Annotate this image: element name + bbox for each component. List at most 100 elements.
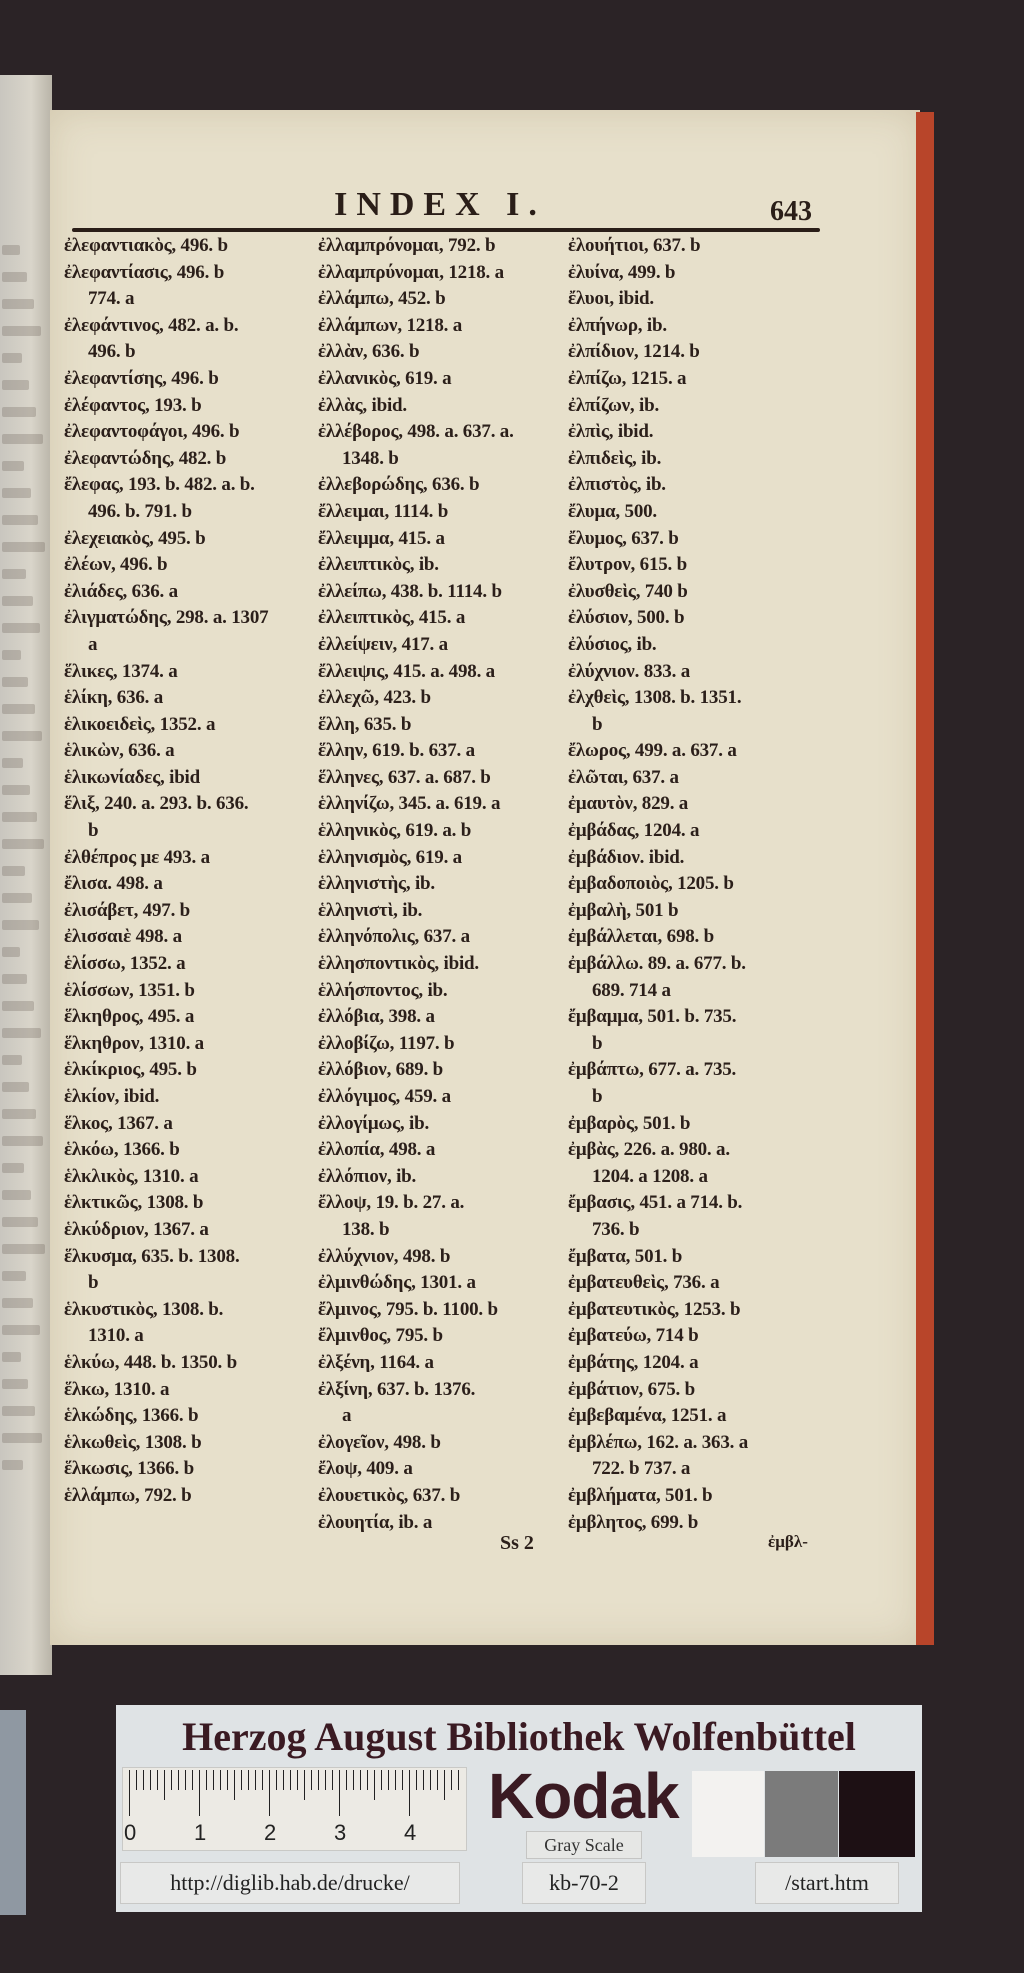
index-entry: ἐλεφαντιακὸς, 496. b	[64, 235, 228, 256]
ruler-tick	[290, 1770, 291, 1790]
ruler-tick	[395, 1770, 396, 1790]
index-entry: ἔλεφας, 193. b. 482. a. b.	[64, 474, 255, 496]
index-entry: ἕλκωσις, 1366. b	[64, 1458, 194, 1480]
library-color-card: Herzog August Bibliothek Wolfenbüttel 0 1…	[116, 1705, 922, 1912]
index-entry: ἐμβάπτω, 677. a. 735.	[568, 1059, 737, 1081]
shelfmark-label: kb-70-2	[522, 1862, 646, 1904]
previous-page-text-fragment	[2, 326, 41, 336]
ruler-tick	[220, 1770, 221, 1790]
ruler-tick	[150, 1770, 151, 1790]
index-entry: ἐλουητία, ib. a	[318, 1511, 433, 1533]
ruler-tick	[227, 1770, 228, 1790]
previous-page-text-fragment	[2, 569, 26, 579]
index-entry: ἐμβάδιον. ibid.	[568, 846, 685, 868]
previous-page-text-fragment	[2, 731, 42, 741]
previous-page-text-fragment	[2, 1271, 26, 1281]
ruler-tick	[185, 1770, 186, 1790]
index-entry: ἐλλόγιμος, 459. a	[318, 1086, 451, 1107]
index-entry: ἐλυίνα, 499. b	[568, 261, 676, 283]
index-entry: ἔλλειμαι, 1114. b	[318, 500, 449, 522]
index-entry: ἐλῶται, 637. a	[568, 766, 679, 788]
ruler-tick	[381, 1770, 382, 1790]
index-entry: ἐλουήτιοι, 637. b	[568, 235, 701, 256]
index-entry-continuation: 736. b	[592, 1218, 640, 1240]
ruler-tick	[304, 1770, 305, 1800]
ruler-number: 4	[404, 1820, 417, 1845]
index-entry: ἐλέων, 496. b	[64, 554, 168, 576]
index-entry: ἐλύσιος, ib.	[568, 633, 657, 655]
previous-page-text-fragment	[2, 947, 20, 957]
page-number: 643	[770, 196, 812, 227]
index-entry: ἔλλοψ, 19. b. 27. a.	[318, 1192, 465, 1214]
previous-page-text-fragment	[2, 272, 27, 282]
index-entry: ἐμβεβαμένα, 1251. a	[568, 1405, 727, 1427]
ruler-tick	[199, 1770, 200, 1816]
index-entry-continuation: 1204. a 1208. a	[592, 1165, 708, 1187]
ruler-tick	[360, 1770, 361, 1790]
index-entry: ἐλλανικὸς, 619. a	[318, 367, 452, 389]
index-entry: ἐμβαδοποιὸς, 1205. b	[568, 873, 734, 895]
index-entry: ἐλθέπρος με 493. a	[64, 846, 210, 868]
index-entry: ἕλκος, 1367. a	[64, 1112, 173, 1134]
ruler-tick	[241, 1770, 242, 1790]
previous-page-text-fragment	[2, 1001, 34, 1011]
ruler-number: 0	[124, 1820, 137, 1845]
library-name: Herzog August Bibliothek Wolfenbüttel	[182, 1714, 856, 1759]
index-entry: ἐλπήνωρ, ib.	[568, 314, 667, 336]
index-entry: ἔλλειμμα, 415. a	[318, 527, 445, 549]
previous-page-text-fragment	[2, 1217, 38, 1227]
index-entry: ἐλλὰς, ibid.	[318, 394, 407, 416]
previous-page-text-fragment	[2, 677, 28, 687]
index-entry: ἔμβασις, 451. a 714. b.	[568, 1192, 743, 1214]
ruler-tick	[325, 1770, 326, 1790]
index-entry: ἐμβαρὸς, 501. b	[568, 1112, 691, 1134]
index-entry: ἑλκίκριος, 495. b	[64, 1059, 197, 1081]
index-entry: ἑλικωνίαδες, ibid	[64, 766, 201, 788]
index-entry: ἐλεφαντοφάγοι, 496. b	[64, 421, 240, 443]
index-column-3: ἐλουήτιοι, 637. b ἐλυίνα, 499. b ἔλυοι, ib…	[568, 233, 828, 1536]
index-entry: ἐλλὰν, 636. b	[318, 341, 420, 363]
ruler-tick	[367, 1770, 368, 1790]
url-suffix-label: /start.htm	[755, 1862, 899, 1904]
ruler-tick	[248, 1770, 249, 1790]
previous-page-text-fragment	[2, 353, 22, 363]
index-entry: ἑλίκη, 636. a	[64, 687, 164, 709]
ruler-tick	[374, 1770, 375, 1800]
index-entry: ἕλλην, 619. b. 637. a	[318, 740, 475, 762]
index-entry: ἐλλόβια, 398. a	[318, 1006, 435, 1028]
index-entry: ἐλλαμπρόνομαι, 792. b	[318, 235, 496, 256]
previous-page-text-fragment	[2, 704, 35, 714]
index-entry: ἐλογεῖον, 498. b	[318, 1431, 441, 1453]
index-entry: ἑλικοειδεὶς, 1352. a	[64, 713, 216, 735]
index-entry: ἑλκύδριον, 1367. a	[64, 1218, 209, 1240]
index-entry: ἐλυσθεὶς, 740 b	[568, 580, 688, 602]
previous-page-text-fragment	[2, 461, 24, 471]
index-entry: ἐλμινθώδης, 1301. a	[318, 1272, 476, 1294]
previous-page-text-fragment	[2, 380, 29, 390]
previous-page-text-fragment	[2, 893, 32, 903]
previous-page-text-fragment	[2, 1136, 43, 1146]
index-entry: ἐλλογίμως, ib.	[318, 1112, 430, 1134]
gray-scale-label: Gray Scale	[526, 1831, 642, 1859]
index-entry: ἐλξένη, 1164. a	[318, 1351, 434, 1373]
page-red-edge	[916, 112, 934, 1645]
previous-page-text-fragment	[2, 596, 33, 606]
index-entry: ἐλεφάντινος, 482. a. b.	[64, 314, 239, 336]
index-entry: ἐλλειπτικὸς, ib.	[318, 554, 439, 576]
index-entry: ἐλλαμπρύνομαι, 1218. a	[318, 261, 504, 283]
index-entry: ἕλλη, 635. b	[318, 713, 412, 735]
index-entry: ἑλκίον, ibid.	[64, 1086, 160, 1107]
index-entry-continuation: b	[592, 1032, 603, 1054]
index-entry: ἑλκωθεὶς, 1308. b	[64, 1431, 202, 1453]
index-entry: ἕλκηθρον, 1310. a	[64, 1032, 204, 1054]
ruler-tick	[234, 1770, 235, 1800]
index-entry: ἐλλείπω, 438. b. 1114. b	[318, 580, 502, 602]
index-entry: ἑλκλικὸς, 1310. a	[64, 1165, 199, 1187]
index-entry: ἑλληνιστὴς, ib.	[318, 873, 435, 895]
ruler-tick	[171, 1770, 172, 1790]
index-entry: ἐλιάδες, 636. a	[64, 580, 178, 602]
index-entry: ἐμβάδας, 1204. a	[568, 820, 700, 842]
ruler-tick	[164, 1770, 165, 1800]
previous-page-text-fragment	[2, 785, 30, 795]
ruler-tick	[269, 1770, 270, 1816]
